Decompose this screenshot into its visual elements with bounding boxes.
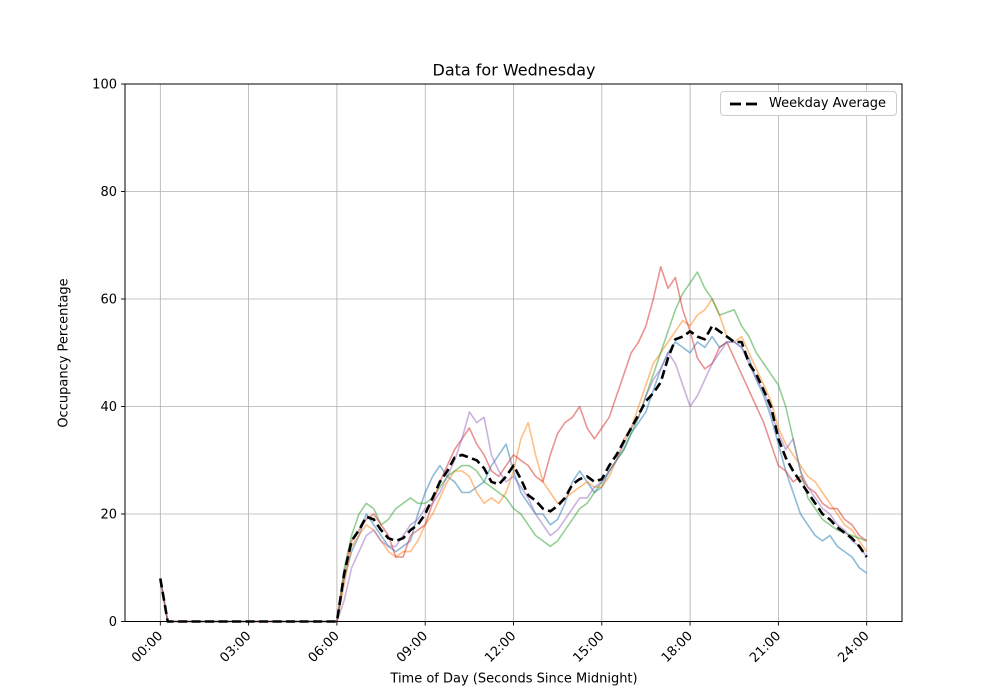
y-tick-label: 20 bbox=[100, 508, 117, 523]
series-line-weekday-5 bbox=[159, 341, 868, 623]
y-axis-label: Occupancy Percentage bbox=[56, 278, 72, 428]
y-tick-label: 0 bbox=[109, 615, 117, 630]
x-tick-label: 00:00 bbox=[129, 629, 166, 666]
dashed-line-sample bbox=[730, 102, 760, 105]
chart-title: Data for Wednesday bbox=[432, 60, 596, 80]
x-tick-label: 12:00 bbox=[482, 629, 519, 666]
y-tick-label: 100 bbox=[92, 78, 117, 93]
legend-entry-label: Weekday Average bbox=[769, 96, 887, 111]
series-line-weekday-1 bbox=[159, 335, 868, 623]
series-line-weekday-3 bbox=[159, 271, 867, 623]
x-tick-label: 24:00 bbox=[835, 629, 872, 666]
x-tick-label: 06:00 bbox=[306, 629, 343, 666]
y-tick-label: 60 bbox=[100, 293, 117, 308]
x-tick-label: 09:00 bbox=[394, 629, 431, 666]
x-axis-label: Time of Day (Seconds Since Midnight) bbox=[390, 671, 638, 687]
series-line-weekday-average bbox=[159, 324, 868, 623]
y-tick-label: 40 bbox=[100, 400, 117, 415]
series-line-weekday-4 bbox=[159, 265, 868, 623]
series-line-weekday-2 bbox=[159, 298, 868, 623]
y-tick-label: 80 bbox=[100, 185, 117, 200]
legend: Weekday Average bbox=[720, 91, 898, 116]
x-tick-label: 15:00 bbox=[571, 629, 608, 666]
x-tick-label: 03:00 bbox=[217, 629, 254, 666]
x-tick-label: 21:00 bbox=[747, 629, 784, 666]
x-tick-label: 18:00 bbox=[659, 629, 696, 666]
